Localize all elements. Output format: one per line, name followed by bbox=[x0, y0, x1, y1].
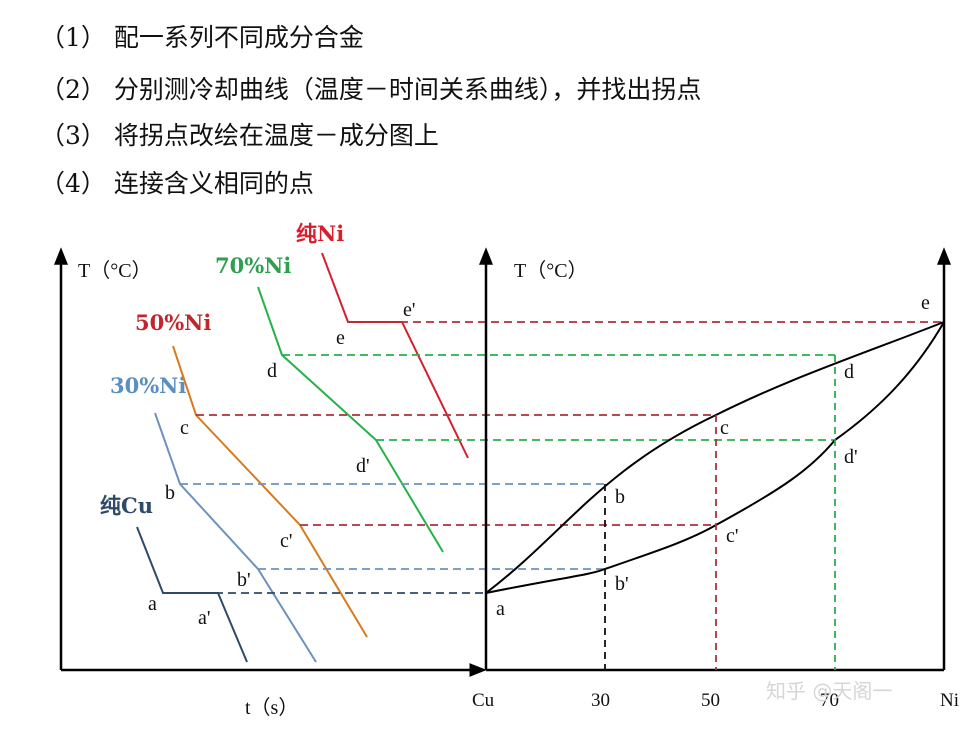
left-point-d-prime: d' bbox=[356, 455, 370, 477]
x-tick-ni: Ni bbox=[940, 690, 959, 711]
right-point-d: d bbox=[844, 361, 854, 383]
left-point-b-prime: b' bbox=[237, 569, 251, 591]
left-point-c: c bbox=[180, 417, 189, 439]
step-1: （1） 配一系列不同成分合金 bbox=[40, 23, 364, 52]
cooling-curve-30-ni bbox=[154, 412, 317, 663]
x-tick-50: 50 bbox=[701, 690, 720, 711]
step-4: （4） 连接含义相同的点 bbox=[40, 169, 314, 198]
label-pure-ni: 纯Ni bbox=[296, 221, 344, 246]
liquidus-line bbox=[485, 321, 945, 594]
left-point-d: d bbox=[267, 360, 277, 382]
left-y-axis-label: T（°C） bbox=[78, 259, 152, 282]
solidus-line bbox=[485, 321, 945, 594]
right-point-e: e bbox=[921, 292, 930, 314]
x-tick-30: 30 bbox=[591, 690, 610, 711]
right-y-axis-label: T（°C） bbox=[514, 259, 588, 282]
x-tick-70: 70 bbox=[820, 690, 839, 711]
cooling-curve-70-ni bbox=[257, 286, 444, 553]
left-point-e-prime: e' bbox=[403, 299, 415, 321]
right-point-b-prime: b' bbox=[615, 573, 629, 595]
step-2: （2） 分别测冷却曲线（温度－时间关系曲线），并找出拐点 bbox=[40, 75, 702, 104]
left-point-b: b bbox=[165, 482, 175, 504]
label-30-ni: 30%Ni bbox=[110, 373, 186, 398]
left-point-c-prime: c' bbox=[280, 530, 292, 552]
label-50-ni: 50%Ni bbox=[135, 310, 211, 335]
right-point-d-prime: d' bbox=[844, 446, 858, 468]
cooling-curve-pure-ni bbox=[321, 252, 469, 459]
x-tick-cu: Cu bbox=[472, 690, 495, 711]
right-point-b: b bbox=[615, 486, 625, 508]
left-point-a: a bbox=[148, 593, 157, 615]
left-point-e: e bbox=[336, 327, 345, 349]
step-3: （3） 将拐点改绘在温度－成分图上 bbox=[40, 121, 439, 150]
left-x-axis-label: t（s） bbox=[245, 696, 298, 719]
right-point-c-prime: c' bbox=[726, 525, 738, 547]
left-point-a-prime: a' bbox=[198, 607, 210, 629]
label-70-ni: 70%Ni bbox=[215, 253, 291, 278]
watermark: 知乎 @天阁一 bbox=[766, 679, 892, 703]
label-pure-cu: 纯Cu bbox=[100, 493, 153, 518]
cooling-curve-50-ni bbox=[172, 345, 368, 638]
right-point-c: c bbox=[720, 417, 729, 439]
right-point-a: a bbox=[496, 598, 505, 620]
